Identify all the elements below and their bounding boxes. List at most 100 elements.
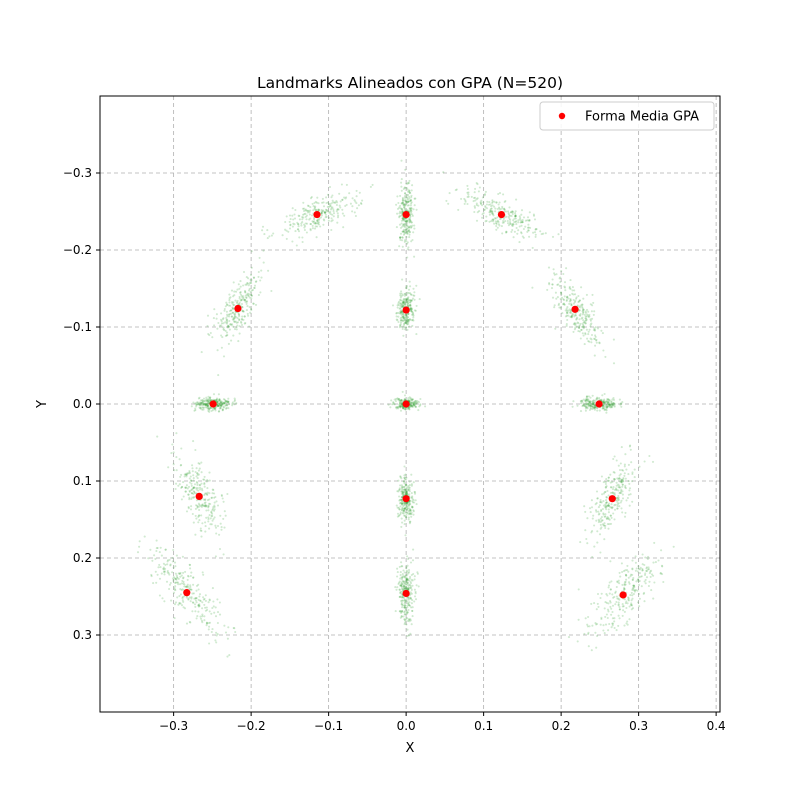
landmark-sample-point [262, 261, 265, 264]
landmark-sample-point [401, 315, 405, 318]
landmark-sample-point [406, 602, 410, 605]
landmark-sample-point [172, 463, 175, 466]
landmark-sample-point [404, 408, 407, 411]
landmark-sample-point [547, 266, 551, 269]
landmark-sample-point [189, 475, 192, 478]
landmark-sample-point [583, 403, 586, 407]
landmark-sample-point [404, 516, 408, 519]
landmark-sample-point [136, 551, 140, 554]
landmark-sample-point [204, 594, 207, 597]
landmark-sample-point [203, 402, 206, 405]
landmark-sample-point [612, 512, 615, 515]
landmark-sample-point [631, 578, 634, 581]
landmark-sample-point [406, 634, 409, 638]
landmark-sample-point [406, 297, 409, 300]
landmark-sample-point [405, 577, 408, 580]
landmark-sample-point [407, 321, 410, 324]
landmark-sample-point [207, 402, 210, 405]
landmark-sample-point [399, 207, 402, 210]
landmark-sample-point [593, 310, 596, 313]
landmark-sample-point [627, 480, 630, 483]
landmark-sample-point [216, 401, 219, 404]
landmark-sample-point [407, 557, 410, 561]
landmark-sample-point [408, 229, 411, 232]
landmark-sample-point [309, 197, 313, 200]
landmark-sample-point [211, 407, 214, 410]
landmark-sample-point [584, 403, 587, 406]
landmark-sample-point [254, 280, 257, 283]
landmark-sample-point [402, 485, 405, 489]
landmark-sample-point [202, 498, 205, 501]
landmark-sample-point [507, 210, 510, 213]
landmark-sample-point [369, 185, 372, 188]
landmark-sample-point [590, 322, 593, 325]
landmark-sample-point [595, 490, 599, 493]
landmark-sample-point [305, 218, 308, 221]
landmark-sample-point [409, 208, 412, 211]
landmark-sample-point [234, 299, 237, 302]
landmark-sample-point [586, 623, 589, 626]
landmark-sample-point [416, 400, 419, 403]
landmark-sample-point [403, 217, 407, 220]
landmark-sample-point [407, 318, 410, 321]
landmark-sample-point [579, 541, 582, 544]
landmark-sample-point [162, 562, 165, 565]
landmark-sample-point [646, 568, 649, 571]
landmark-sample-point [206, 398, 209, 401]
landmark-sample-point [519, 221, 522, 224]
landmark-sample-point [404, 186, 407, 189]
landmark-sample-point [624, 511, 627, 514]
landmark-sample-point [323, 211, 327, 214]
landmark-sample-point [407, 181, 410, 184]
landmark-sample-point [201, 607, 204, 610]
landmark-sample-point [590, 499, 593, 502]
landmark-sample-point [402, 228, 405, 231]
landmark-sample-point [571, 286, 574, 289]
landmark-sample-point [631, 588, 634, 591]
landmark-sample-point [597, 506, 600, 509]
landmark-sample-point [410, 308, 413, 311]
landmark-sample-point [609, 600, 612, 603]
landmark-sample-point [320, 214, 323, 217]
landmark-sample-point [316, 219, 319, 222]
landmark-sample-point [403, 503, 406, 506]
landmark-sample-point [216, 404, 219, 408]
landmark-sample-point [404, 601, 407, 604]
landmark-sample-point [413, 492, 417, 495]
landmark-sample-point [576, 321, 579, 324]
landmark-sample-point [414, 406, 417, 409]
landmark-sample-point [226, 303, 229, 306]
landmark-sample-point [578, 325, 581, 328]
landmark-sample-point [633, 586, 636, 589]
landmark-sample-point [594, 405, 597, 408]
landmark-sample-point [630, 599, 633, 602]
landmark-sample-point [611, 404, 614, 407]
landmark-sample-point [414, 499, 417, 502]
landmark-sample-point [603, 409, 606, 412]
landmark-sample-point [402, 587, 406, 590]
landmark-sample-point [192, 601, 195, 604]
landmark-sample-point [257, 293, 260, 297]
landmark-sample-point [551, 235, 555, 238]
landmark-sample-point [627, 597, 630, 600]
landmark-sample-point [588, 507, 592, 510]
landmark-sample-point [533, 231, 537, 234]
landmark-sample-point [489, 209, 492, 212]
landmark-sample-point [336, 212, 339, 215]
landmark-sample-point [403, 514, 407, 517]
landmark-sample-point [573, 289, 576, 292]
landmark-sample-point [404, 203, 407, 206]
landmark-sample-point [405, 617, 408, 620]
landmark-sample-point [601, 394, 604, 397]
landmark-sample-point [575, 297, 578, 300]
landmark-sample-point [584, 317, 587, 320]
landmark-sample-point [643, 600, 646, 603]
landmark-sample-point [611, 624, 614, 627]
landmark-sample-point [405, 313, 408, 317]
landmark-sample-point [574, 293, 577, 296]
landmark-sample-point [405, 242, 409, 245]
landmark-sample-point [206, 404, 209, 407]
landmark-sample-point [412, 231, 415, 234]
landmark-sample-point [247, 314, 250, 317]
landmark-sample-point [157, 566, 160, 569]
